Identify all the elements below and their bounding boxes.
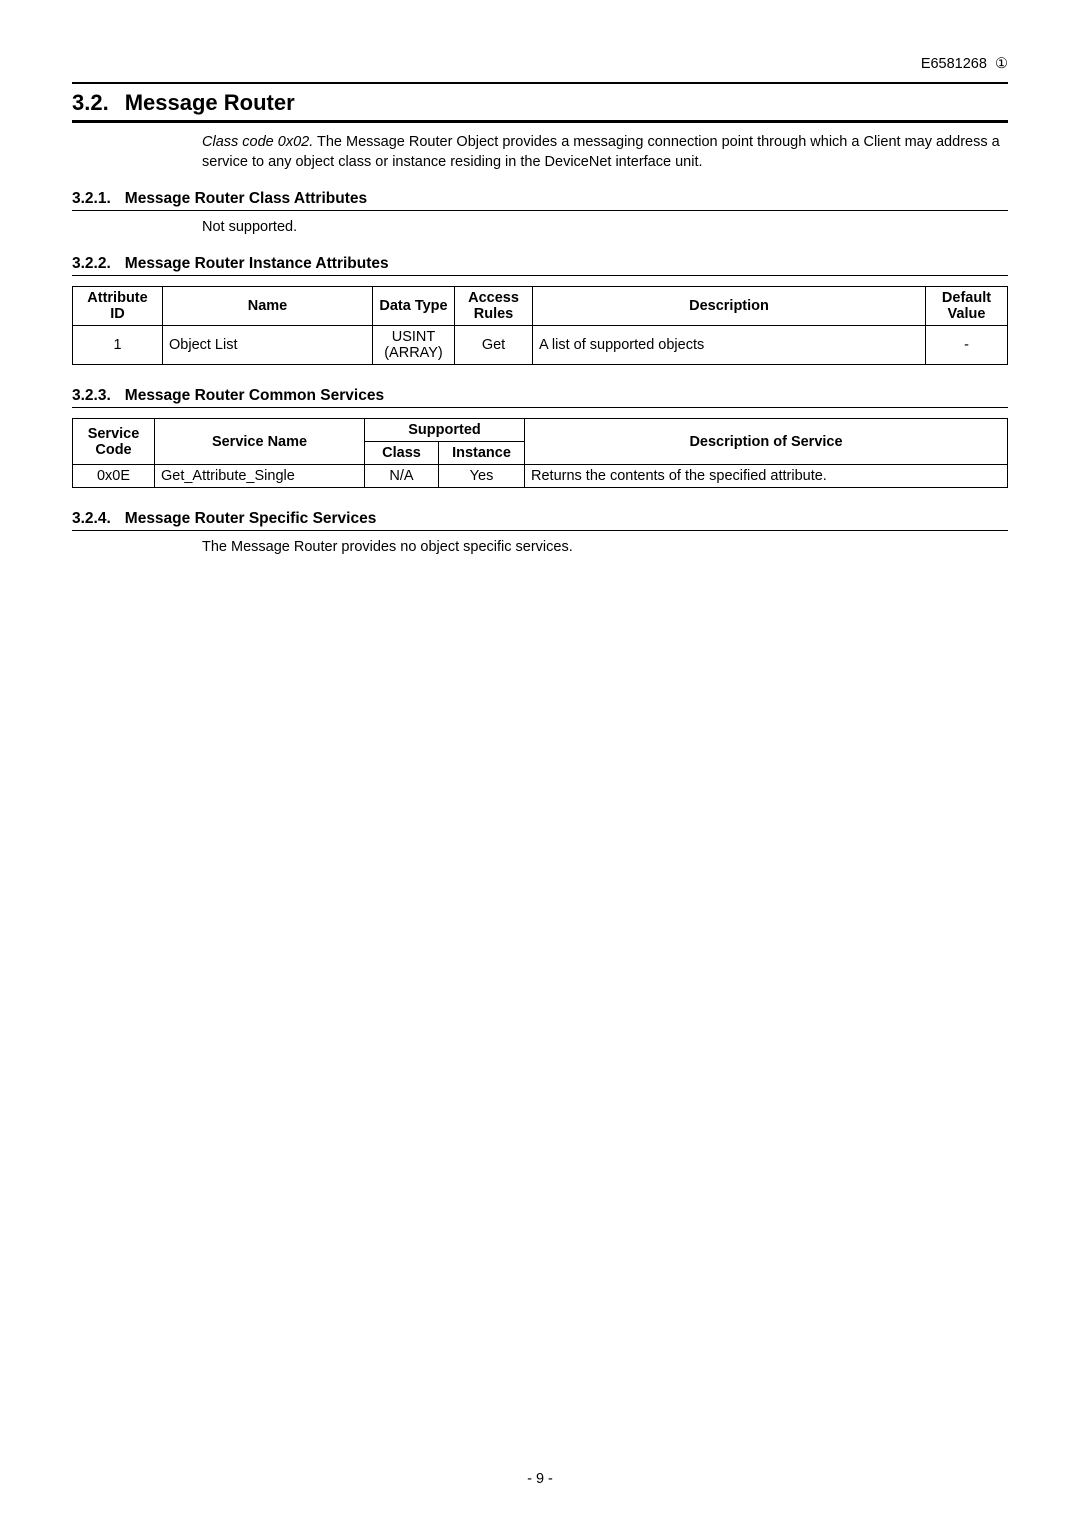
sub-3-2-2-number: 3.2.2. xyxy=(72,255,111,273)
cell-instance: Yes xyxy=(439,465,525,488)
sub-3-2-1-title: Message Router Class Attributes xyxy=(125,190,367,208)
sub-3-2-3-underline xyxy=(72,407,1008,408)
th-service-code: Service Code xyxy=(73,419,155,465)
cell-service-name: Get_Attribute_Single xyxy=(155,465,365,488)
sub-3-2-2-heading: 3.2.2. Message Router Instance Attribute… xyxy=(72,255,1008,273)
cell-class: N/A xyxy=(365,465,439,488)
sub-3-2-4-body: The Message Router provides no object sp… xyxy=(72,539,1008,555)
intro-text: The Message Router Object provides a mes… xyxy=(202,134,1000,170)
sub-3-2-1-body: Not supported. xyxy=(72,219,1008,235)
dt-line1: USINT xyxy=(392,329,436,345)
sub-3-2-1-number: 3.2.1. xyxy=(72,190,111,208)
section-underline xyxy=(72,120,1008,123)
cell-name: Object List xyxy=(163,326,373,365)
page-footer: - 9 - xyxy=(0,1471,1080,1487)
section-heading: 3.2. Message Router xyxy=(72,90,1008,116)
th-supported: Supported xyxy=(365,419,525,442)
page-number: - 9 - xyxy=(527,1471,553,1487)
th-description: Description xyxy=(533,287,926,326)
th-service-name: Service Name xyxy=(155,419,365,465)
sub-3-2-2-title: Message Router Instance Attributes xyxy=(125,255,389,273)
doc-header: E6581268 ① xyxy=(72,56,1008,72)
table-row: 1 Object List USINT (ARRAY) Get A list o… xyxy=(73,326,1008,365)
cell-access: Get xyxy=(455,326,533,365)
sub-3-2-4-title: Message Router Specific Services xyxy=(125,510,377,528)
doc-id: E6581268 xyxy=(921,56,987,72)
sub-3-2-1-heading: 3.2.1. Message Router Class Attributes xyxy=(72,190,1008,208)
th-name: Name xyxy=(163,287,373,326)
th-default: Default Value xyxy=(926,287,1008,326)
sub-3-2-3-title: Message Router Common Services xyxy=(125,387,384,405)
rev-icon: ① xyxy=(995,56,1008,72)
th-attr-id: Attribute ID xyxy=(73,287,163,326)
cell-service-code: 0x0E xyxy=(73,465,155,488)
cell-data-type: USINT (ARRAY) xyxy=(373,326,455,365)
cell-attr-id: 1 xyxy=(73,326,163,365)
sub-3-2-4-number: 3.2.4. xyxy=(72,510,111,528)
th-instance: Instance xyxy=(439,442,525,465)
sub-3-2-3-heading: 3.2.3. Message Router Common Services xyxy=(72,387,1008,405)
section-title: Message Router xyxy=(125,90,295,116)
instance-attributes-table: Attribute ID Name Data Type Access Rules… xyxy=(72,286,1008,365)
th-class: Class xyxy=(365,442,439,465)
dt-line2: (ARRAY) xyxy=(384,345,443,361)
table-row: 0x0E Get_Attribute_Single N/A Yes Return… xyxy=(73,465,1008,488)
section-number: 3.2. xyxy=(72,90,109,116)
sub-3-2-4-underline xyxy=(72,530,1008,531)
cell-desc-service: Returns the contents of the specified at… xyxy=(525,465,1008,488)
sub-3-2-2-underline xyxy=(72,275,1008,276)
sub-3-2-3-number: 3.2.3. xyxy=(72,387,111,405)
cell-description: A list of supported objects xyxy=(533,326,926,365)
common-services-table: Service Code Service Name Supported Desc… xyxy=(72,418,1008,488)
section-intro: Class code 0x02. The Message Router Obje… xyxy=(72,133,1008,172)
th-desc-service: Description of Service xyxy=(525,419,1008,465)
top-rule xyxy=(72,82,1008,84)
class-code: Class code 0x02. xyxy=(202,134,313,150)
sub-3-2-4-heading: 3.2.4. Message Router Specific Services xyxy=(72,510,1008,528)
th-data-type: Data Type xyxy=(373,287,455,326)
cell-default: - xyxy=(926,326,1008,365)
sub-3-2-1-underline xyxy=(72,210,1008,211)
th-access: Access Rules xyxy=(455,287,533,326)
table-row: Attribute ID Name Data Type Access Rules… xyxy=(73,287,1008,326)
table-row: Service Code Service Name Supported Desc… xyxy=(73,419,1008,442)
